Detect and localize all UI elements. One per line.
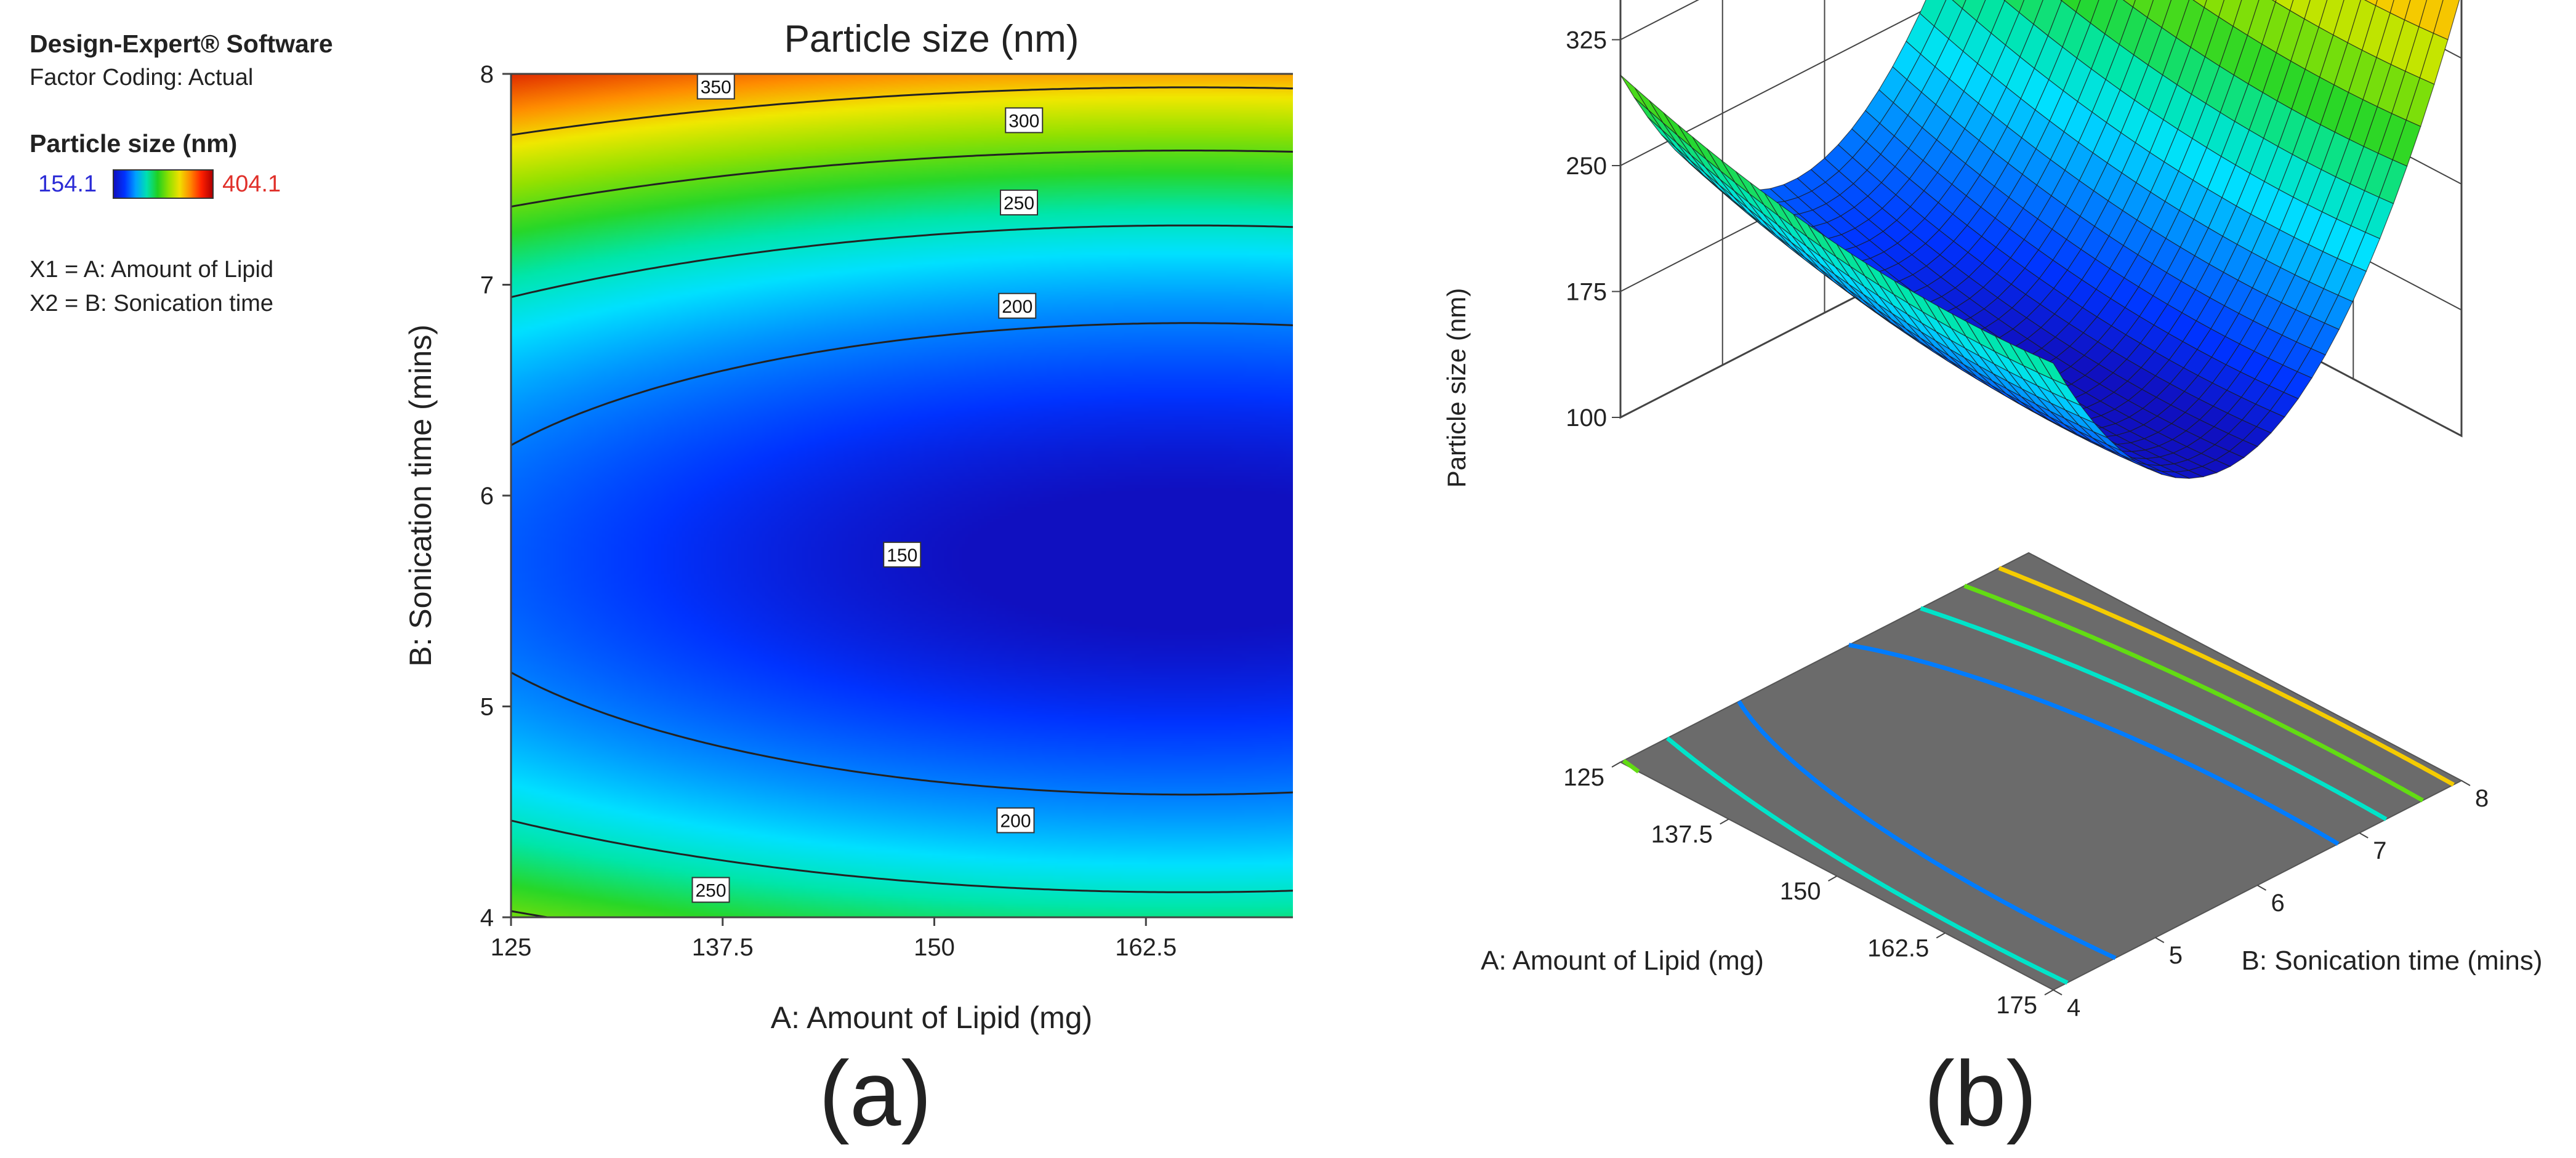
y-tick-3d bbox=[2155, 937, 2165, 943]
colorbar: 154.1 404.1 bbox=[30, 169, 424, 199]
contour-line-300-upper bbox=[511, 150, 1293, 208]
floor-contour-250-upper bbox=[1920, 606, 2388, 821]
legend-panel: Design-Expert® Software Factor Coding: A… bbox=[30, 30, 424, 324]
contour-label-box bbox=[1000, 189, 1038, 215]
colorbar-gradient bbox=[113, 169, 214, 199]
x-tick-3d bbox=[2044, 989, 2054, 995]
y-tick-label-3d: 5 bbox=[2169, 942, 2183, 969]
floor-contour-300-lower bbox=[1622, 758, 1640, 774]
x-tick-3d bbox=[1611, 762, 1621, 768]
contour-label: 250 bbox=[1004, 193, 1034, 214]
panel-label-b: (b) bbox=[1924, 1042, 2037, 1145]
x-tick-3d bbox=[1828, 875, 1837, 882]
colorbar-max: 404.1 bbox=[222, 171, 281, 197]
factor-x2: X2 = B: Sonication time bbox=[30, 291, 274, 316]
y-tick-3d bbox=[2461, 780, 2471, 786]
contour-label: 200 bbox=[1002, 297, 1032, 317]
contour-label: 150 bbox=[887, 545, 917, 566]
y-tick-label: 8 bbox=[480, 61, 494, 88]
y-axis-label: B: Sonication time (mins) bbox=[403, 324, 438, 667]
y-axis-label-3d: B: Sonication time (mins) bbox=[2241, 946, 2542, 976]
x-tick-3d bbox=[1720, 818, 1729, 825]
floor-contour-200-upper bbox=[1848, 643, 2340, 846]
floor-contour-250-lower bbox=[1665, 736, 2069, 985]
contour-label: 300 bbox=[1008, 111, 1039, 131]
colorbar-title: Particle size (nm) bbox=[30, 129, 238, 158]
x-axis-label-3d: A: Amount of Lipid (mg) bbox=[1481, 946, 1764, 976]
x-tick-label-3d: 125 bbox=[1563, 764, 1604, 791]
x-tick-label: 162.5 bbox=[1115, 934, 1177, 961]
y-tick-label-3d: 6 bbox=[2271, 890, 2285, 917]
y-tick-label-3d: 7 bbox=[2373, 837, 2386, 864]
z-axis-ticks: 100175250325400 bbox=[1566, 27, 1620, 432]
x-tick-label-3d: 137.5 bbox=[1651, 821, 1713, 848]
y-tick-3d bbox=[2359, 832, 2369, 838]
x-tick-label-3d: 150 bbox=[1780, 878, 1821, 905]
response-surface bbox=[1620, 0, 2460, 479]
y-tick-label: 4 bbox=[480, 904, 494, 931]
x-tick-label: 137.5 bbox=[692, 934, 754, 961]
y-axis-ticks: 4 5 6 7 8 bbox=[480, 61, 511, 931]
factor-coding: Factor Coding: Actual bbox=[30, 65, 254, 90]
contour-chart: Particle size (nm) 350 300 250 200 150 200 250… bbox=[403, 18, 1293, 1035]
y-tick-label-3d: 8 bbox=[2475, 785, 2489, 812]
software-title: Design-Expert® Software bbox=[30, 30, 333, 58]
x-tick-label-3d: 162.5 bbox=[1867, 935, 1929, 962]
contour-label-box bbox=[883, 541, 922, 568]
x-tick-3d bbox=[1936, 932, 1946, 939]
z-axis-label: Particle size (nm) bbox=[1442, 288, 1471, 488]
z-tick-label: 100 bbox=[1566, 404, 1607, 432]
factor-x1: X1 = A: Amount of Lipid bbox=[30, 257, 274, 283]
y-axis-ticks-3d: 4 5 6 7 8 bbox=[2053, 780, 2489, 1021]
y-tick-label: 7 bbox=[480, 272, 494, 299]
floor-contour-plane bbox=[1619, 552, 2463, 991]
y-tick-label: 5 bbox=[480, 694, 494, 721]
contour-label: 350 bbox=[701, 78, 731, 98]
x-tick-label-3d: 175 bbox=[1996, 992, 2037, 1019]
contour-lines bbox=[511, 86, 1293, 917]
floor-contour-350-upper bbox=[1998, 566, 2455, 787]
contour-label-box bbox=[996, 807, 1035, 834]
y-tick-3d bbox=[2257, 885, 2266, 891]
floor-plane bbox=[1619, 552, 2463, 991]
contour-line-250-lower bbox=[511, 819, 1293, 893]
y-tick-label-3d: 4 bbox=[2067, 994, 2080, 1021]
contour-line-250-upper bbox=[511, 224, 1293, 299]
x-axis-label: A: Amount of Lipid (mg) bbox=[771, 1000, 1092, 1035]
contour-colormap bbox=[511, 74, 1293, 917]
x-tick-label: 125 bbox=[491, 934, 532, 961]
contour-line-350-upper bbox=[511, 86, 1293, 136]
y-tick-3d bbox=[2053, 989, 2063, 995]
colorbar-min: 154.1 bbox=[38, 171, 97, 197]
z-tick-label: 250 bbox=[1566, 153, 1607, 180]
floor-contour-300-upper bbox=[1963, 584, 2424, 803]
contour-label-box bbox=[691, 877, 730, 903]
z-tick-label: 175 bbox=[1566, 279, 1607, 306]
contour-line-200-lower bbox=[511, 671, 1293, 796]
contour-title: Particle size (nm) bbox=[784, 18, 1079, 60]
x-axis-ticks-3d: 125 137.5 150 162.5 175 bbox=[1563, 762, 2054, 1019]
y-tick-label: 6 bbox=[480, 483, 494, 510]
z-tick-label: 325 bbox=[1566, 27, 1607, 54]
contour-line-200-upper bbox=[511, 322, 1293, 446]
contour-label-box bbox=[998, 292, 1037, 319]
contour-label: 200 bbox=[1000, 811, 1031, 831]
contour-labels: 350 300 250 200 150 200 250 bbox=[691, 73, 1044, 903]
x-tick-label: 150 bbox=[914, 934, 955, 961]
contour-label-box bbox=[1005, 107, 1044, 134]
floor-contour-200-lower bbox=[1737, 700, 2117, 960]
surface-patch bbox=[2038, 356, 2068, 387]
contour-label: 250 bbox=[695, 880, 726, 901]
panel-label-a: (a) bbox=[819, 1042, 932, 1145]
